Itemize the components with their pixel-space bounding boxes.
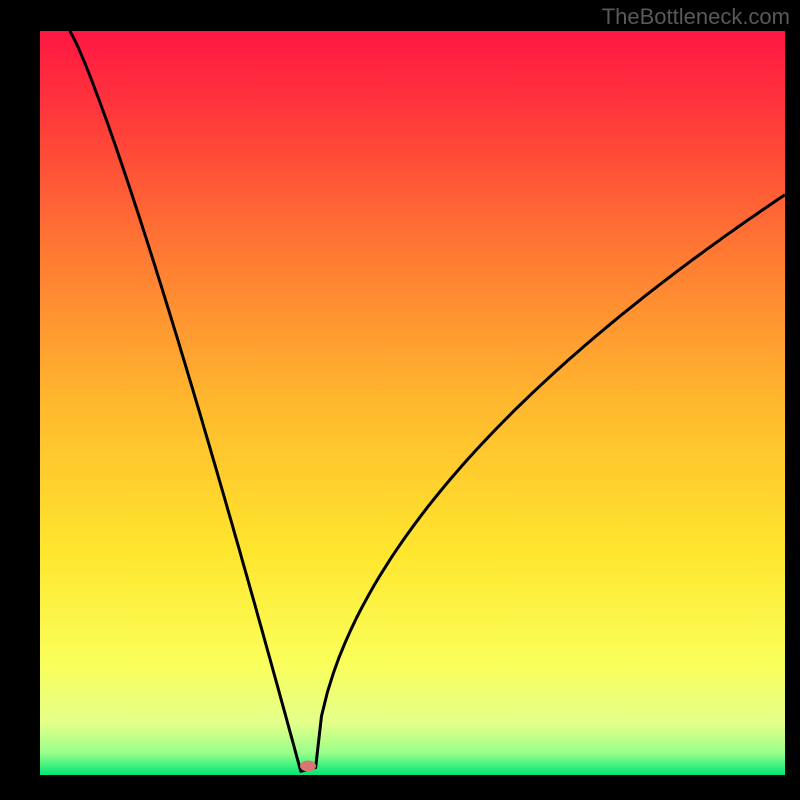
bottleneck-marker xyxy=(300,761,316,772)
bottleneck-curve xyxy=(70,31,785,771)
chart-svg xyxy=(0,0,800,800)
watermark-text: TheBottleneck.com xyxy=(602,4,790,30)
